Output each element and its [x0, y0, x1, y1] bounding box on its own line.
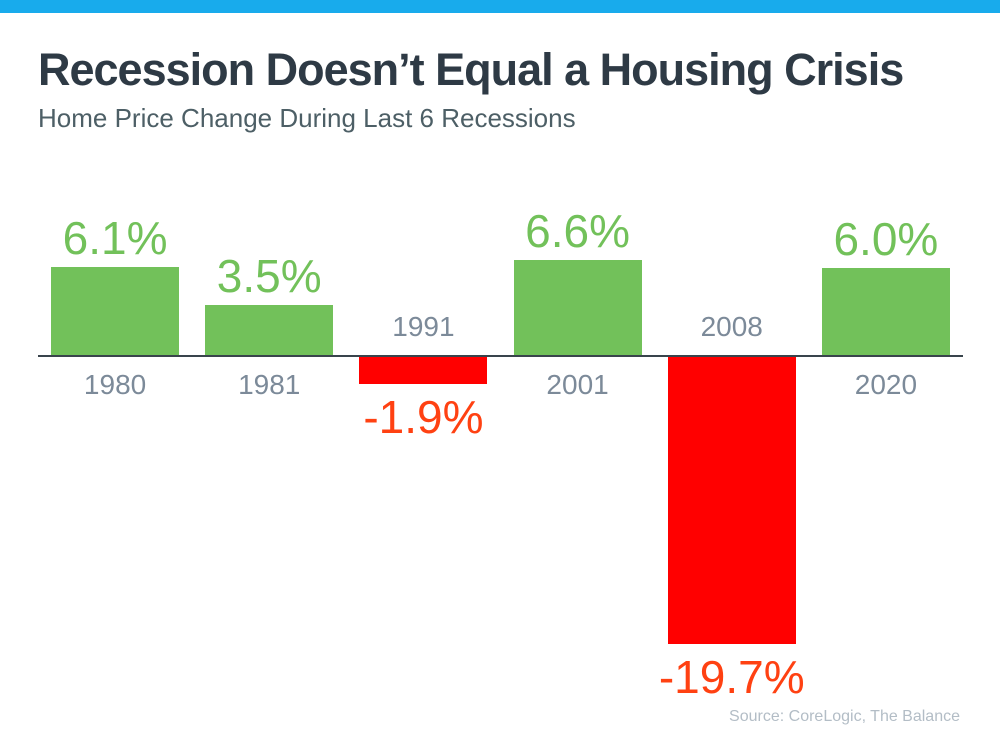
year-label-2001: 2001	[546, 369, 609, 400]
bar-chart: 6.1% 1980 3.5% 1981 -1.9% 1991 6.6% 2001 -19.7% 2…	[38, 190, 963, 750]
bar-group-2020: 6.0% 2020	[809, 190, 963, 750]
bar-group-1980: 6.1% 1980	[38, 190, 192, 750]
bar-group-1991: -1.9% 1991	[346, 190, 500, 750]
page-title: Recession Doesn’t Equal a Housing Crisis	[38, 44, 904, 95]
page-subtitle: Home Price Change During Last 6 Recessio…	[38, 103, 576, 133]
value-label-2001: 6.6%	[525, 205, 630, 257]
source-attribution: Source: CoreLogic, The Balance	[729, 708, 960, 725]
bar-2008	[667, 356, 796, 644]
bar-group-1981: 3.5% 1981	[192, 190, 346, 750]
value-label-1981: 3.5%	[216, 250, 322, 302]
value-label-1980: 6.1%	[62, 212, 168, 264]
year-label-1981: 1981	[238, 369, 301, 400]
year-label-1980: 1980	[83, 369, 147, 400]
year-label-1991: 1991	[392, 311, 455, 342]
value-label-2008: -19.7%	[658, 651, 805, 703]
bar-1981	[205, 305, 334, 356]
top-accent-bar	[0, 0, 1000, 13]
value-label-2020: 6.0%	[833, 213, 939, 265]
value-label-1991: -1.9%	[363, 391, 484, 443]
bar-1980	[51, 267, 180, 356]
x-axis-line	[38, 355, 963, 357]
bar-1991	[359, 356, 488, 384]
year-label-2020: 2020	[854, 369, 918, 400]
bar-2001	[513, 260, 642, 356]
bar-group-2008: -19.7% 2008	[655, 190, 809, 750]
bar-2020	[821, 268, 950, 356]
bar-group-2001: 6.6% 2001	[501, 190, 655, 750]
year-label-2008: 2008	[700, 311, 763, 342]
